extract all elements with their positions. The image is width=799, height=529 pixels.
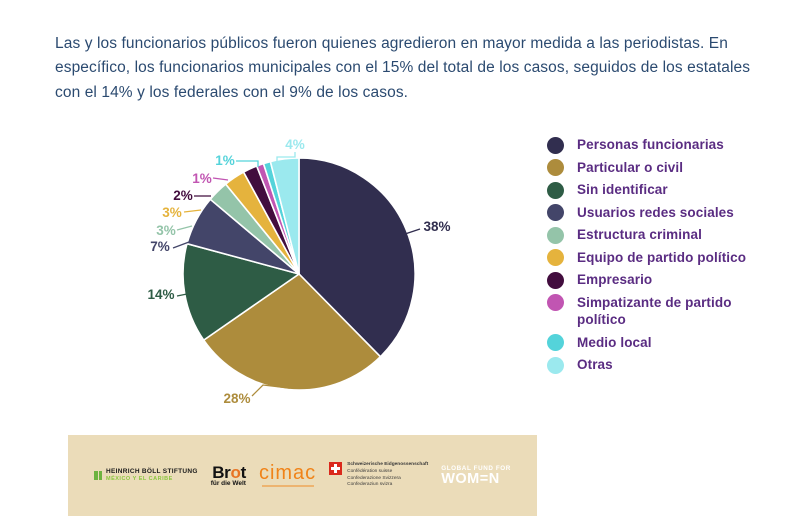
brot-fuer-die-welt-logo: Brot für die Welt: [210, 462, 247, 487]
percent-label: 38%: [423, 219, 450, 234]
legend-dot: [547, 136, 564, 154]
swiss-line: Confederazione Svizzera: [347, 475, 401, 481]
swiss-line: Confederaziun svizra: [347, 482, 393, 488]
legend-dot: [547, 159, 564, 176]
legend-item: Personas funcionarias: [547, 136, 779, 154]
gfw-topline: GLOBAL FUND FOR: [441, 465, 511, 472]
percent-label: 7%: [150, 239, 170, 254]
legend-label: Otras: [577, 357, 613, 372]
heinrich-boell-icon: [94, 471, 102, 480]
percent-label: 3%: [162, 205, 182, 220]
legend-dot: [547, 249, 564, 266]
legend-label: Personas funcionarias: [577, 137, 724, 152]
label-leader-line: [212, 177, 229, 181]
legend-dot: [547, 226, 564, 244]
legend-item: Usuarios redes sociales: [547, 204, 779, 221]
swiss-flag-icon: [329, 462, 343, 476]
legend-label: Particular o civil: [577, 159, 684, 175]
label-leader-line: [251, 381, 290, 397]
percent-label: 2%: [173, 188, 193, 203]
swiss-line: Schweizerische Eidgenossenschaft: [347, 462, 429, 468]
cimac-wordmark: cimac: [258, 462, 317, 484]
legend-item: Medio local: [547, 334, 779, 351]
label-leader-line: [183, 209, 202, 213]
cimac-tagline-rule: [261, 485, 314, 487]
legend-item: Sin identificar: [547, 181, 779, 199]
legend-dot: [547, 204, 564, 221]
legend-label: Medio local: [577, 334, 652, 350]
global-fund-for-women-logo: GLOBAL FUND FOR WOM=N: [441, 465, 511, 486]
heinrich-boell-region: MÉXICO Y EL CARIBE: [106, 476, 173, 482]
label-leader-line: [404, 228, 421, 235]
legend-item: Simpatizante de partido político: [547, 294, 779, 329]
percent-label: 14%: [147, 287, 174, 302]
cimac-logo: cimac: [258, 462, 317, 487]
brot-wordmark: Brot: [212, 462, 246, 482]
legend-dot: [547, 181, 564, 199]
swiss-confederation-logo: Schweizerische Eidgenossenschaft Confédé…: [329, 462, 428, 488]
pie-slice-1: [202, 273, 382, 391]
gfw-wordmark: WOM=N: [441, 471, 500, 487]
intro-paragraph: Las y los funcionarios públicos fueron q…: [55, 34, 751, 101]
legend-label: Simpatizante de partido político: [577, 294, 732, 328]
legend-item: Otras: [547, 356, 779, 374]
percent-label: 3%: [156, 223, 176, 238]
legend-label: Estructura criminal: [577, 227, 702, 242]
heinrich-boell-logo: HEINRICH BÖLL STIFTUNG MÉXICO Y EL CARIB…: [94, 468, 198, 483]
label-leader-line: [276, 152, 296, 161]
legend-dot: [547, 334, 564, 351]
legend-label: Empresario: [577, 272, 653, 287]
label-leader-line: [236, 160, 259, 167]
legend-item: Particular o civil: [547, 159, 779, 176]
legend-dot: [547, 294, 564, 311]
legend-label: Equipo de partido político: [577, 249, 747, 265]
percent-label: 28%: [223, 391, 250, 406]
label-leader-line: [176, 293, 188, 297]
heinrich-boell-name: HEINRICH BÖLL STIFTUNG: [106, 468, 198, 475]
pie-slice-0: [298, 157, 416, 358]
percent-label: 4%: [285, 137, 305, 152]
legend-label: Sin identificar: [577, 182, 668, 197]
percent-label: 1%: [192, 171, 212, 186]
legend-dot: [547, 356, 564, 374]
label-leader-line: [176, 225, 193, 231]
sponsor-logos-bar: HEINRICH BÖLL STIFTUNG MÉXICO Y EL CARIB…: [68, 435, 537, 516]
brot-subline: für die Welt: [210, 479, 246, 487]
pie-slice-2: [182, 242, 300, 341]
legend: Personas funcionarias Particular o civil…: [547, 136, 779, 379]
legend-item: Empresario: [547, 271, 779, 289]
label-leader-line: [172, 241, 190, 249]
swiss-line: Confédération suisse: [347, 468, 393, 474]
pie-slice-9: [269, 157, 300, 275]
percent-label: 1%: [215, 153, 235, 168]
legend-item: Equipo de partido político: [547, 249, 779, 266]
legend-label: Usuarios redes sociales: [577, 204, 734, 220]
legend-item: Estructura criminal: [547, 226, 779, 244]
legend-dot: [547, 271, 564, 289]
brot-orange-o: o: [230, 462, 241, 482]
